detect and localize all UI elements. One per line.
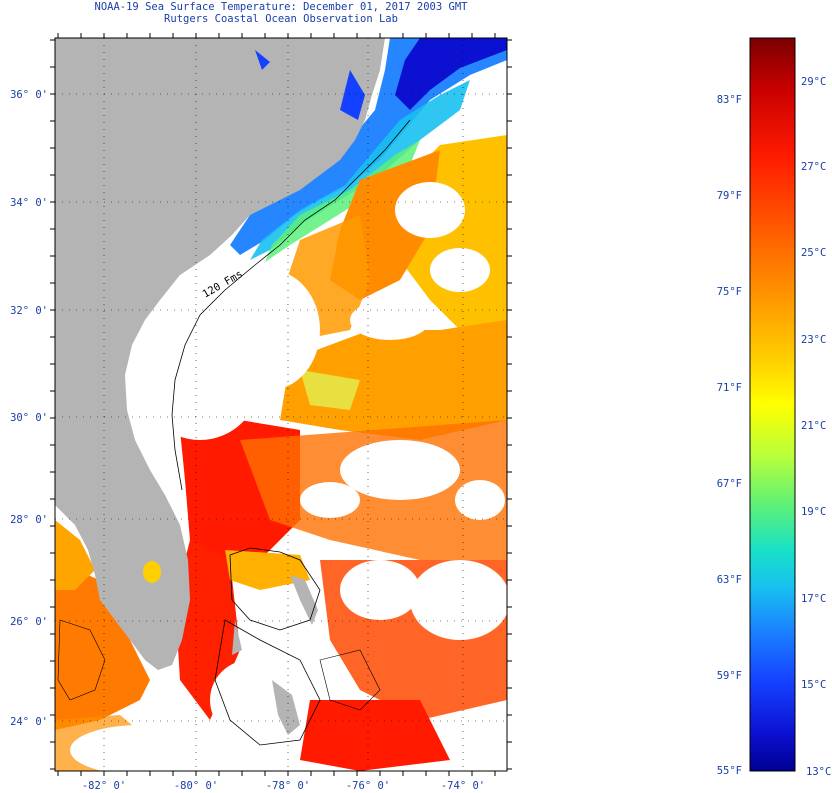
colorbar-c-25: 25°C xyxy=(801,247,826,259)
colorbar-f-55: 55°F xyxy=(717,765,742,777)
colorbar-c-19: 19°C xyxy=(801,506,826,518)
lat-label-24: 24° 0' xyxy=(10,716,48,728)
colorbar-f-83: 83°F xyxy=(717,94,742,106)
lon-label-74: -74° 0' xyxy=(441,780,485,792)
colorbar-c-27: 27°C xyxy=(801,161,826,173)
colorbar-f-71: 71°F xyxy=(717,382,742,394)
lon-label-80: -80° 0' xyxy=(174,780,218,792)
colorbar-c-17: 17°C xyxy=(801,593,826,605)
colorbar-c-15: 15°C xyxy=(801,679,826,691)
colorbar-f-59: 59°F xyxy=(717,670,742,682)
lat-label-34: 34° 0' xyxy=(10,197,48,209)
lon-label-78: -78° 0' xyxy=(266,780,310,792)
colorbar-c-21: 21°C xyxy=(801,420,826,432)
depth-contour xyxy=(171,119,411,491)
map-title: NOAA-19 Sea Surface Temperature: Decembe… xyxy=(94,1,468,13)
colorbar-c-29: 29°C xyxy=(801,76,826,88)
lat-label-36: 36° 0' xyxy=(10,89,48,101)
colorbar-f-75: 75°F xyxy=(717,286,742,298)
colorbar-f-79: 79°F xyxy=(717,190,742,202)
colorbar-c-23: 23°C xyxy=(801,334,826,346)
colorbar-f-63: 63°F xyxy=(717,574,742,586)
map-subtitle: Rutgers Coastal Ocean Observation Lab xyxy=(164,13,398,25)
map-frame xyxy=(54,37,508,772)
lon-label-82: -82° 0' xyxy=(82,780,126,792)
lat-label-28: 28° 0' xyxy=(10,514,48,526)
axis-ticks xyxy=(50,33,512,776)
lat-label-30: 30° 0' xyxy=(10,412,48,424)
colorbar-f-67: 67°F xyxy=(717,478,742,490)
lat-label-32: 32° 0' xyxy=(10,305,48,317)
lat-label-26: 26° 0' xyxy=(10,616,48,628)
colorbar-c-13: 13°C xyxy=(806,766,831,778)
cloud-mask xyxy=(70,182,507,771)
colorbar xyxy=(749,37,796,772)
lon-label-76: -76° 0' xyxy=(346,780,390,792)
